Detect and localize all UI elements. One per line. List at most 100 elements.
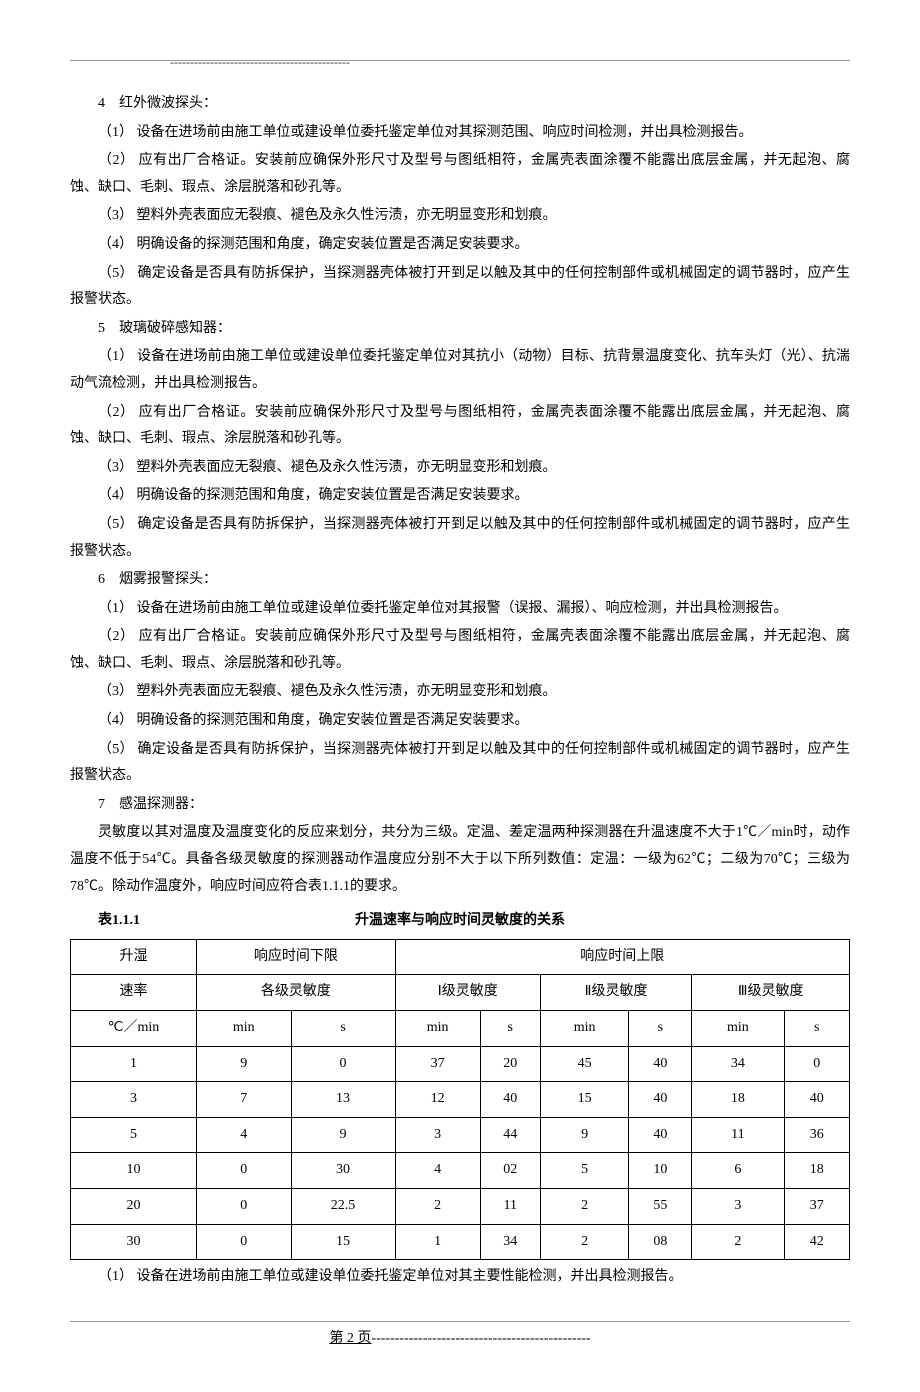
list-item: （2） 应有出厂合格证。安装前应确保外形尺寸及型号与图纸相符，金属壳表面涂覆不能… bbox=[70, 624, 850, 677]
table-cell: 5 bbox=[540, 1153, 629, 1189]
table-cell: 18 bbox=[784, 1153, 849, 1189]
sensitivity-table: 升湿 响应时间下限 响应时间上限 速率 各级灵敏度 Ⅰ级灵敏度 Ⅱ级灵敏度 Ⅲ级… bbox=[70, 939, 850, 1260]
table-cell: 4 bbox=[197, 1117, 291, 1153]
table-cell: 30 bbox=[291, 1153, 395, 1189]
list-item: （1） 设备在进场前由施工单位或建设单位委托鉴定单位对其主要性能检测，并出具检测… bbox=[70, 1264, 850, 1291]
table-cell: 18 bbox=[692, 1082, 784, 1118]
table-cell: 9 bbox=[197, 1046, 291, 1082]
table-cell: 11 bbox=[692, 1117, 784, 1153]
table-cell: 20 bbox=[480, 1046, 540, 1082]
table-body: 1903720454034037131240154018405493449401… bbox=[71, 1046, 850, 1260]
table-cell: 2 bbox=[395, 1188, 480, 1224]
list-item: （5） 确定设备是否具有防拆保护，当探测器壳体被打开到足以触及其中的任何控制部件… bbox=[70, 512, 850, 565]
document-body: 4 红外微波探头： （1） 设备在进场前由施工单位或建设单位委托鉴定单位对其探测… bbox=[70, 91, 850, 1291]
table-header-row: ℃／min min s min s min s min s bbox=[71, 1011, 850, 1047]
table-cell: 36 bbox=[784, 1117, 849, 1153]
table-cell: 40 bbox=[629, 1082, 692, 1118]
table-header-row: 速率 各级灵敏度 Ⅰ级灵敏度 Ⅱ级灵敏度 Ⅲ级灵敏度 bbox=[71, 975, 850, 1011]
table-header: s bbox=[291, 1011, 395, 1047]
table-cell: 1 bbox=[71, 1046, 197, 1082]
table-cell: 11 bbox=[480, 1188, 540, 1224]
table-cell: 15 bbox=[540, 1082, 629, 1118]
table-header: 响应时间上限 bbox=[395, 939, 849, 975]
table-row: 10030402510618 bbox=[71, 1153, 850, 1189]
table-header: 各级灵敏度 bbox=[197, 975, 396, 1011]
table-header: Ⅰ级灵敏度 bbox=[395, 975, 540, 1011]
list-item: （1） 设备在进场前由施工单位或建设单位委托鉴定单位对其报警（误报、漏报）、响应… bbox=[70, 596, 850, 623]
table-cell: 45 bbox=[540, 1046, 629, 1082]
table-cell: 5 bbox=[71, 1117, 197, 1153]
table-cell: 0 bbox=[197, 1224, 291, 1260]
table-cell: 40 bbox=[480, 1082, 540, 1118]
table-cell: 42 bbox=[784, 1224, 849, 1260]
table-cell: 7 bbox=[197, 1082, 291, 1118]
table-cell: 44 bbox=[480, 1117, 540, 1153]
table-header: min bbox=[540, 1011, 629, 1047]
table-header-row: 升湿 响应时间下限 响应时间上限 bbox=[71, 939, 850, 975]
header-divider bbox=[70, 60, 850, 61]
section-title: 7 感温探测器： bbox=[70, 792, 850, 819]
table-cell: 40 bbox=[629, 1046, 692, 1082]
list-item: （4） 明确设备的探测范围和角度，确定安装位置是否满足安装要求。 bbox=[70, 232, 850, 259]
table-header: ℃／min bbox=[71, 1011, 197, 1047]
list-item: （3） 塑料外壳表面应无裂痕、褪色及永久性污渍，亦无明显变形和划痕。 bbox=[70, 455, 850, 482]
table-cell: 2 bbox=[540, 1188, 629, 1224]
list-item: （3） 塑料外壳表面应无裂痕、褪色及永久性污渍，亦无明显变形和划痕。 bbox=[70, 203, 850, 230]
table-cell: 3 bbox=[692, 1188, 784, 1224]
table-cell: 2 bbox=[692, 1224, 784, 1260]
section-title: 6 烟雾报警探头： bbox=[70, 567, 850, 594]
list-item: （1） 设备在进场前由施工单位或建设单位委托鉴定单位对其探测范围、响应时间检测，… bbox=[70, 120, 850, 147]
table-cell: 4 bbox=[395, 1153, 480, 1189]
list-item: （3） 塑料外壳表面应无裂痕、褪色及永久性污渍，亦无明显变形和划痕。 bbox=[70, 679, 850, 706]
table-cell: 3 bbox=[71, 1082, 197, 1118]
table-cell: 22.5 bbox=[291, 1188, 395, 1224]
table-label: 表1.1.1 bbox=[98, 908, 140, 935]
section-title: 5 玻璃破碎感知器： bbox=[70, 316, 850, 343]
table-cell: 15 bbox=[291, 1224, 395, 1260]
table-cell: 34 bbox=[692, 1046, 784, 1082]
table-row: 20022.5211255337 bbox=[71, 1188, 850, 1224]
table-cell: 1 bbox=[395, 1224, 480, 1260]
table-header: s bbox=[784, 1011, 849, 1047]
table-cell: 0 bbox=[197, 1188, 291, 1224]
table-caption: 表1.1.1 升温速率与响应时间灵敏度的关系 bbox=[70, 908, 850, 935]
table-row: 19037204540340 bbox=[71, 1046, 850, 1082]
table-header: Ⅱ级灵敏度 bbox=[540, 975, 691, 1011]
page-number: 第 2 页 bbox=[329, 1331, 371, 1346]
list-item: （5） 确定设备是否具有防拆保护，当探测器壳体被打开到足以触及其中的任何控制部件… bbox=[70, 737, 850, 790]
list-item: （2） 应有出厂合格证。安装前应确保外形尺寸及型号与图纸相符，金属壳表面涂覆不能… bbox=[70, 400, 850, 453]
list-item: （2） 应有出厂合格证。安装前应确保外形尺寸及型号与图纸相符，金属壳表面涂覆不能… bbox=[70, 148, 850, 201]
page-footer: 第 2 页-----------------------------------… bbox=[70, 1321, 850, 1353]
table-cell: 40 bbox=[629, 1117, 692, 1153]
table-header: s bbox=[480, 1011, 540, 1047]
list-item: （1） 设备在进场前由施工单位或建设单位委托鉴定单位对其抗小（动物）目标、抗背景… bbox=[70, 344, 850, 397]
table-cell: 12 bbox=[395, 1082, 480, 1118]
list-item: （4） 明确设备的探测范围和角度，确定安装位置是否满足安装要求。 bbox=[70, 483, 850, 510]
list-item: （5） 确定设备是否具有防拆保护，当探测器壳体被打开到足以触及其中的任何控制部件… bbox=[70, 261, 850, 314]
table-cell: 0 bbox=[197, 1153, 291, 1189]
table-header: Ⅲ级灵敏度 bbox=[692, 975, 850, 1011]
section-title: 4 红外微波探头： bbox=[70, 91, 850, 118]
table-header: min bbox=[692, 1011, 784, 1047]
table-header: 升湿 bbox=[71, 939, 197, 975]
table-cell: 0 bbox=[291, 1046, 395, 1082]
table-cell: 2 bbox=[540, 1224, 629, 1260]
table-cell: 20 bbox=[71, 1188, 197, 1224]
list-item: （4） 明确设备的探测范围和角度，确定安装位置是否满足安装要求。 bbox=[70, 708, 850, 735]
table-row: 3713124015401840 bbox=[71, 1082, 850, 1118]
table-cell: 37 bbox=[395, 1046, 480, 1082]
table-header: 速率 bbox=[71, 975, 197, 1011]
table-row: 30015134208242 bbox=[71, 1224, 850, 1260]
table-row: 5493449401136 bbox=[71, 1117, 850, 1153]
table-cell: 37 bbox=[784, 1188, 849, 1224]
table-header: min bbox=[395, 1011, 480, 1047]
table-cell: 55 bbox=[629, 1188, 692, 1224]
section-intro: 灵敏度以其对温度及温度变化的反应来划分，共分为三级。定温、差定温两种探测器在升温… bbox=[70, 820, 850, 900]
table-cell: 0 bbox=[784, 1046, 849, 1082]
table-cell: 30 bbox=[71, 1224, 197, 1260]
table-cell: 13 bbox=[291, 1082, 395, 1118]
table-title: 升温速率与响应时间灵敏度的关系 bbox=[355, 913, 565, 928]
table-header: s bbox=[629, 1011, 692, 1047]
table-cell: 3 bbox=[395, 1117, 480, 1153]
table-cell: 08 bbox=[629, 1224, 692, 1260]
